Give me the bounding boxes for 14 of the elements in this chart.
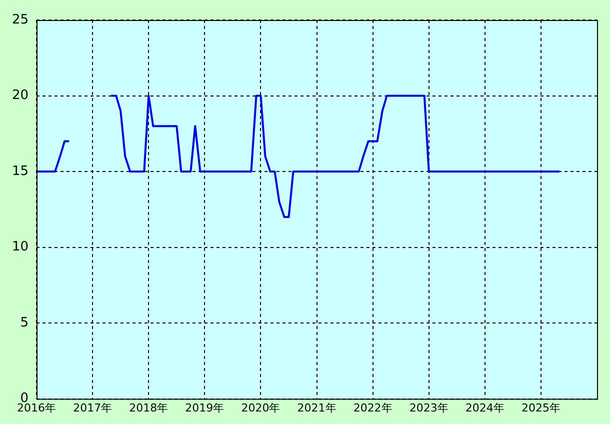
y-tick-label: 5 — [20, 315, 29, 330]
x-tick-label: 2024年 — [465, 401, 504, 414]
x-tick-label: 2023年 — [409, 401, 448, 414]
x-tick-label: 2019年 — [185, 401, 224, 414]
x-tick-label: 2017年 — [73, 401, 112, 414]
y-tick-label: 20 — [12, 88, 29, 104]
x-tick-label: 2021年 — [297, 401, 336, 414]
x-tick-label: 2018年 — [129, 401, 168, 414]
x-tick-label: 2020年 — [241, 401, 280, 414]
y-tick-label: 25 — [12, 12, 29, 28]
y-tick-label: 10 — [12, 240, 29, 255]
x-tick-label: 2022年 — [353, 401, 392, 414]
x-tick-label: 2025年 — [521, 401, 560, 414]
y-tick-label: 15 — [12, 164, 29, 179]
